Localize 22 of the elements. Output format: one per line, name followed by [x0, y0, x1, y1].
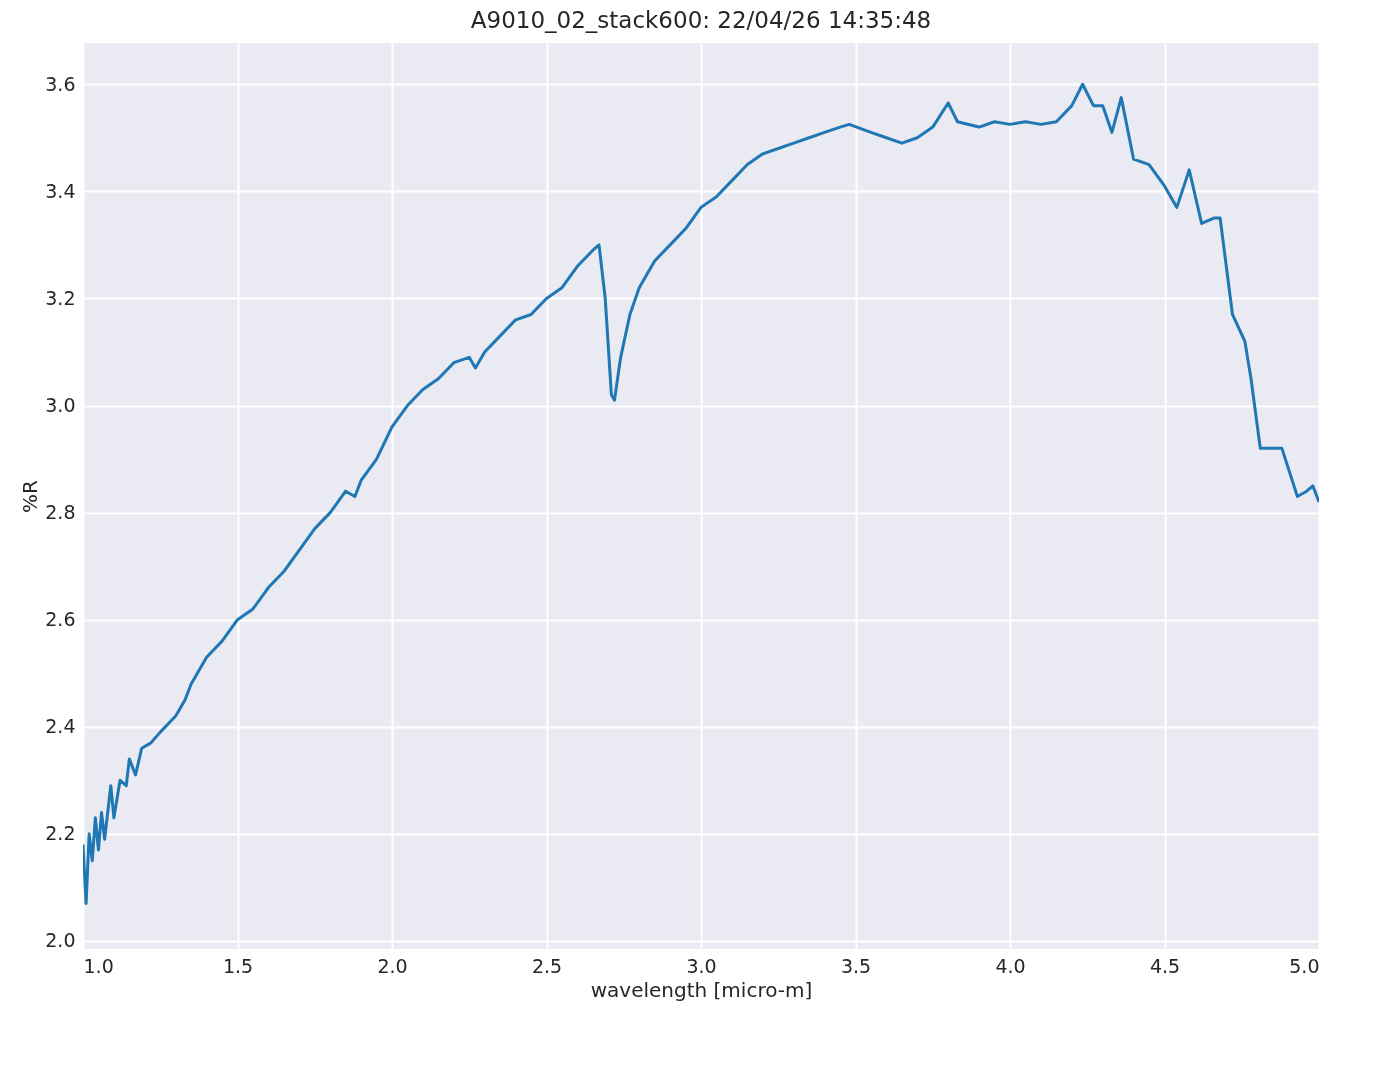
y-tick-label: 3.2	[45, 286, 76, 309]
x-tick-label: 4.5	[1149, 954, 1181, 977]
line-series	[83, 82, 1319, 905]
x-tick-label: 3.0	[686, 954, 717, 977]
y-tick-label: 2.8	[45, 501, 76, 524]
y-tick-label: 3.4	[45, 179, 76, 202]
x-tick-label: 1.0	[83, 954, 114, 977]
x-tick-label: 2.0	[377, 954, 408, 977]
x-tick-label: 3.5	[840, 954, 872, 977]
y-axis-title: %R	[18, 479, 43, 513]
y-tick-label: 2.6	[45, 608, 76, 631]
y-tick-label: 2.4	[45, 715, 76, 738]
x-axis-title: wavelength [micro-m]	[590, 977, 813, 1002]
x-tick-label: 1.5	[222, 954, 254, 977]
x-tick-label: 2.5	[531, 954, 563, 977]
chart-title: A9010_02_stack600: 22/04/26 14:35:48	[470, 7, 932, 33]
y-tick-label: 3.6	[45, 72, 76, 95]
y-tick-label: 2.0	[45, 929, 76, 952]
x-tick-label: 4.0	[995, 954, 1026, 977]
y-tick-label: 2.2	[45, 822, 76, 845]
x-tick-label: 5.0	[1289, 954, 1320, 977]
y-tick-label: 3.0	[45, 394, 76, 417]
